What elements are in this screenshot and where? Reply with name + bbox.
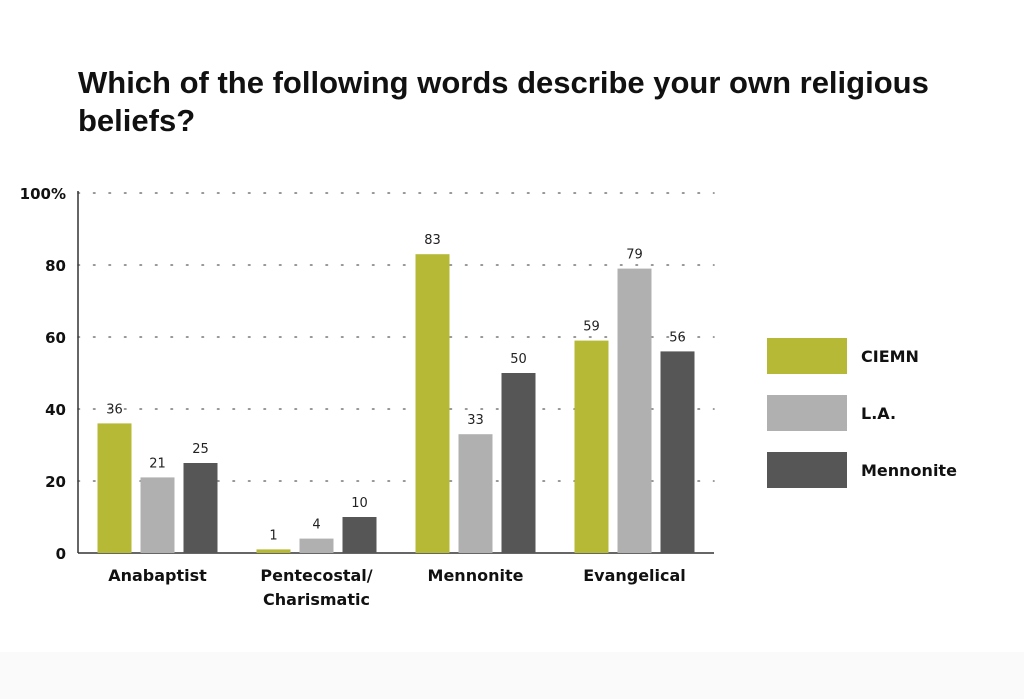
data-label: 56 [669,330,686,345]
y-tick-label: 60 [45,329,66,347]
bar [458,434,493,553]
legend-label: Mennonite [861,461,957,480]
bar [501,373,536,553]
y-tick-label: 100% [20,185,66,203]
x-tick-label: Mennonite [428,566,524,585]
data-label: 1 [269,528,277,543]
data-label: 59 [583,320,600,335]
data-label: 36 [106,402,123,417]
bar [299,538,334,553]
chart-title: Which of the following words describe yo… [78,65,929,138]
legend-swatch [767,338,847,374]
legend-swatch [767,395,847,431]
y-tick-label: 0 [56,545,66,563]
data-label: 33 [467,413,484,428]
legend-swatch [767,452,847,488]
data-label: 79 [626,248,643,263]
bar [97,423,132,553]
bar [183,463,218,553]
bar [415,254,450,553]
data-label: 25 [192,442,209,457]
footer-band [0,652,1024,699]
legend-label: L.A. [861,404,896,423]
bar [140,477,175,553]
data-label: 4 [312,518,320,533]
y-tick-label: 40 [45,401,66,419]
data-label: 50 [510,352,527,367]
legend-label: CIEMN [861,347,919,366]
bar [617,268,652,553]
data-label: 83 [424,233,441,248]
y-tick-label: 80 [45,257,66,275]
x-tick-label: Anabaptist [108,566,207,585]
bar [574,340,609,553]
bar [342,517,377,553]
bar [256,549,291,553]
y-tick-label: 20 [45,473,66,491]
x-tick-label: Pentecostal/Charismatic [260,566,372,609]
x-tick-label: Evangelical [583,566,686,585]
data-label: 10 [351,496,368,511]
data-label: 21 [149,456,166,471]
bar [660,351,695,553]
